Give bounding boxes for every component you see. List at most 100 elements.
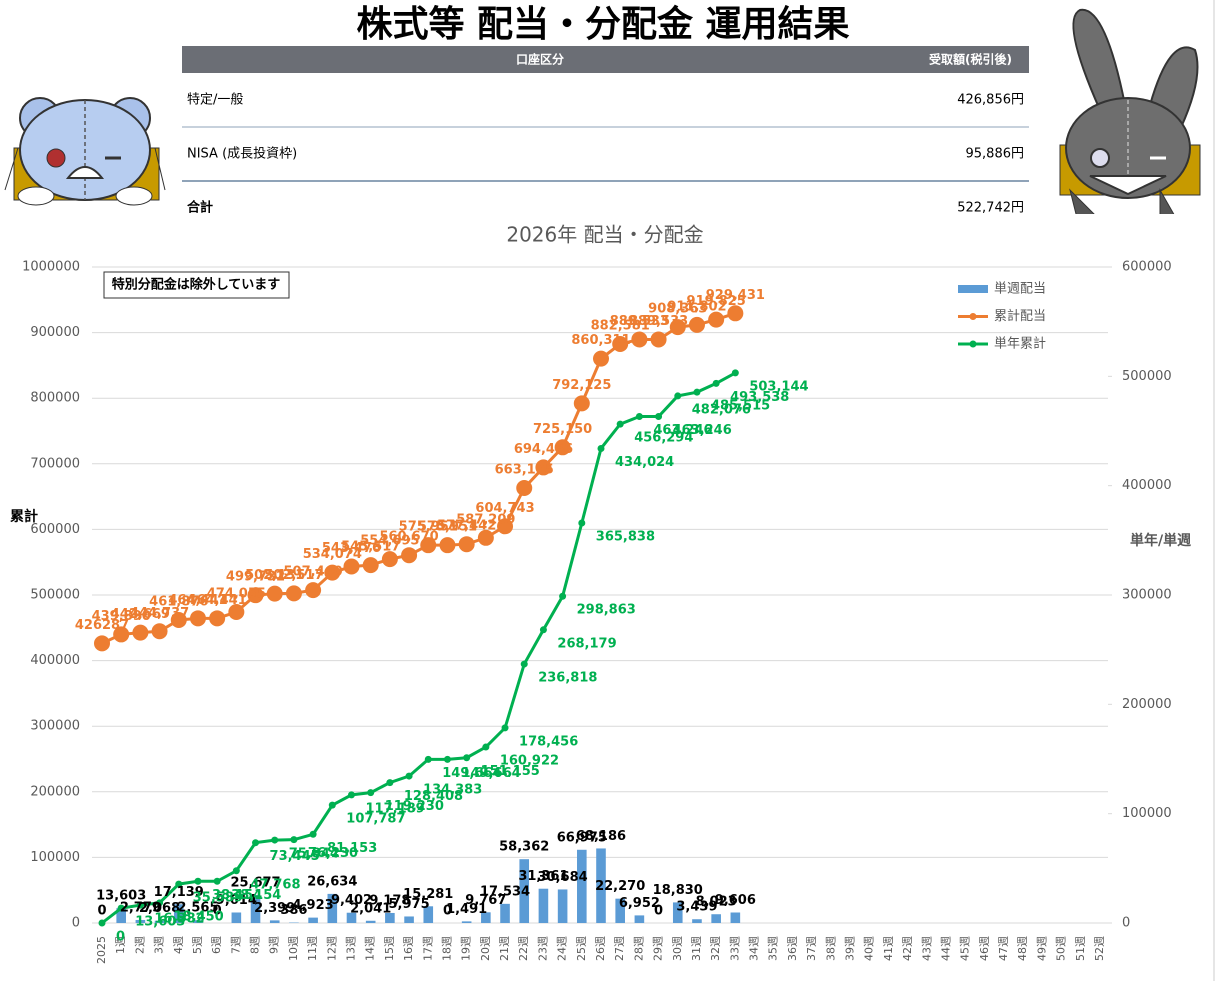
data-label: 13,603: [135, 915, 185, 930]
marker: [252, 839, 260, 847]
data-label: 0: [654, 904, 663, 919]
data-label: 81,153: [327, 841, 377, 856]
data-label: 2,399: [254, 901, 295, 916]
x-tick-label: 31週: [690, 936, 703, 961]
legend-label: 累計配当: [994, 308, 1046, 324]
data-label: 461,876: [149, 595, 208, 610]
column-header: 口座区分: [516, 52, 564, 67]
data-label: 587,209: [456, 512, 515, 527]
mascot: [1059, 8, 1201, 231]
data-label: 5,975: [389, 897, 430, 912]
marker: [612, 336, 629, 353]
marker: [170, 612, 187, 629]
marker: [501, 724, 509, 732]
data-label: 908,363: [648, 302, 707, 317]
bar: [615, 898, 625, 923]
mascot: [4, 97, 166, 206]
data-label: 534,074: [303, 547, 362, 562]
y2-tick-label: 300000: [1122, 588, 1172, 603]
data-label: 151,155: [481, 764, 540, 779]
bar: [269, 920, 280, 923]
data-label: 66,975: [557, 830, 607, 845]
data-label: 128,408: [404, 789, 463, 804]
x-tick-label: 51週: [1074, 936, 1087, 961]
data-label: 9,606: [715, 893, 756, 908]
data-label: 929,431: [706, 288, 765, 303]
data-label: 507,440: [284, 565, 343, 580]
y-tick-label: 700000: [30, 456, 80, 471]
marker: [693, 388, 701, 396]
data-label: 482,076: [692, 402, 751, 417]
data-label: 119,230: [385, 799, 444, 814]
data-label: 545,517: [341, 540, 400, 555]
x-tick-label: 16週: [402, 936, 415, 961]
x-tick-label: 10週: [287, 936, 300, 961]
data-label: 22,270: [595, 879, 645, 894]
marker: [631, 331, 648, 348]
x-tick-label: 45週: [959, 936, 972, 961]
x-tick-label: 18週: [440, 936, 453, 961]
bar: [231, 912, 242, 923]
data-label: 0: [97, 904, 106, 919]
x-tick-label: 35週: [767, 936, 780, 961]
bar: [557, 889, 568, 923]
x-tick-label: 14週: [364, 936, 377, 961]
data-label: 18,450: [174, 909, 224, 924]
bar: [346, 912, 357, 923]
data-label: 575,951: [399, 520, 458, 535]
x-tick-label: 25週: [575, 936, 588, 961]
x-tick-label: 39週: [844, 936, 857, 961]
data-label: 386: [280, 903, 307, 918]
data-label: 485,515: [711, 399, 770, 414]
data-label: 889,533: [629, 314, 688, 329]
data-label: 13,603: [96, 889, 146, 904]
x-tick-label: 33週: [728, 936, 741, 961]
y-tick-label: 500000: [30, 588, 80, 603]
marker: [635, 413, 643, 421]
data-label: 8,023: [696, 895, 737, 910]
bar: [577, 849, 587, 923]
bar: [500, 903, 510, 923]
legend-swatch: [969, 340, 977, 348]
data-label: 792,125: [552, 378, 611, 393]
marker: [271, 836, 279, 844]
line: [101, 311, 736, 645]
data-label: 160,922: [500, 754, 559, 769]
data-label: 298,863: [577, 603, 636, 618]
data-label: 68,186: [576, 829, 626, 844]
marker: [175, 880, 183, 888]
table-cell: 522,742円: [957, 201, 1024, 216]
data-label: 26,634: [307, 874, 357, 889]
table-cell: 426,856円: [957, 93, 1024, 108]
y2-tick-label: 400000: [1122, 478, 1172, 493]
bar: [538, 888, 549, 923]
data-label: 725,150: [533, 422, 592, 437]
x-tick-label: 44週: [939, 936, 952, 961]
data-label: 17,534: [480, 884, 530, 899]
marker: [213, 877, 221, 885]
data-label: 365,838: [596, 530, 655, 545]
x-tick-label: 52週: [1093, 936, 1106, 961]
data-label: 9,767: [465, 893, 506, 908]
data-label: 1,491: [446, 902, 487, 917]
data-label: 434,024: [615, 455, 674, 470]
bar: [116, 908, 126, 923]
data-label: 694,466: [514, 442, 573, 457]
marker: [132, 624, 149, 641]
y2-tick-label: 100000: [1122, 806, 1172, 821]
marker: [712, 379, 720, 387]
data-label: 2,068: [139, 901, 180, 916]
x-tick-label: 2025: [95, 936, 108, 964]
y2-tick-label: 0: [1122, 916, 1130, 931]
data-label: 499,732: [226, 570, 285, 585]
marker: [285, 585, 302, 602]
marker: [405, 772, 413, 780]
data-label: 577,442: [437, 519, 496, 534]
marker: [381, 551, 398, 568]
marker: [688, 316, 705, 333]
table-cell: 特定/一般: [187, 92, 243, 108]
data-label: 464,441: [188, 593, 247, 608]
y-tick-label: 600000: [30, 522, 80, 537]
data-label: 25,677: [230, 875, 280, 890]
